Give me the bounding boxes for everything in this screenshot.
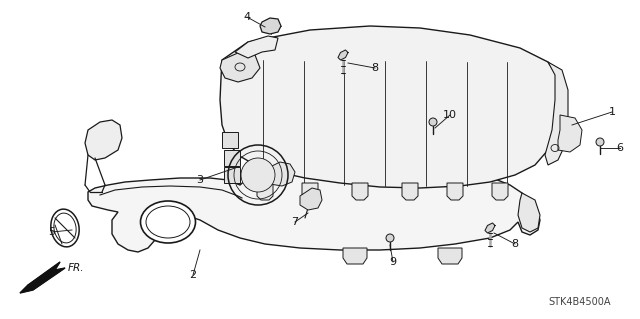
Polygon shape <box>260 18 281 34</box>
Polygon shape <box>300 188 322 210</box>
Text: 6: 6 <box>616 143 623 153</box>
Circle shape <box>429 118 437 126</box>
Polygon shape <box>224 167 240 183</box>
Polygon shape <box>402 183 418 200</box>
Polygon shape <box>338 50 348 60</box>
Text: 8: 8 <box>511 239 518 249</box>
Text: 2: 2 <box>189 270 196 280</box>
Polygon shape <box>20 262 65 293</box>
Text: 10: 10 <box>443 110 457 120</box>
Ellipse shape <box>141 201 195 243</box>
Polygon shape <box>88 163 540 252</box>
Text: 1: 1 <box>609 107 616 117</box>
Circle shape <box>241 158 275 192</box>
Text: 9: 9 <box>389 257 397 267</box>
Polygon shape <box>235 36 278 58</box>
Text: 8: 8 <box>371 63 379 73</box>
Polygon shape <box>265 162 295 186</box>
Text: 7: 7 <box>291 217 299 227</box>
Polygon shape <box>222 132 238 148</box>
Text: 3: 3 <box>196 175 204 185</box>
Polygon shape <box>492 183 508 200</box>
Polygon shape <box>558 115 582 152</box>
Text: 4: 4 <box>243 12 251 22</box>
Polygon shape <box>257 183 273 200</box>
Polygon shape <box>220 26 560 188</box>
Polygon shape <box>224 150 240 166</box>
Polygon shape <box>447 183 463 200</box>
Circle shape <box>386 234 394 242</box>
Polygon shape <box>352 183 368 200</box>
Polygon shape <box>220 52 260 82</box>
Text: FR.: FR. <box>68 263 84 273</box>
Polygon shape <box>545 62 568 165</box>
Polygon shape <box>438 248 462 264</box>
Polygon shape <box>302 183 318 200</box>
Polygon shape <box>85 120 122 160</box>
Text: STK4B4500A: STK4B4500A <box>548 297 611 307</box>
Text: 5: 5 <box>49 227 56 237</box>
Polygon shape <box>518 193 540 232</box>
Polygon shape <box>343 248 367 264</box>
Polygon shape <box>485 223 495 233</box>
Circle shape <box>596 138 604 146</box>
